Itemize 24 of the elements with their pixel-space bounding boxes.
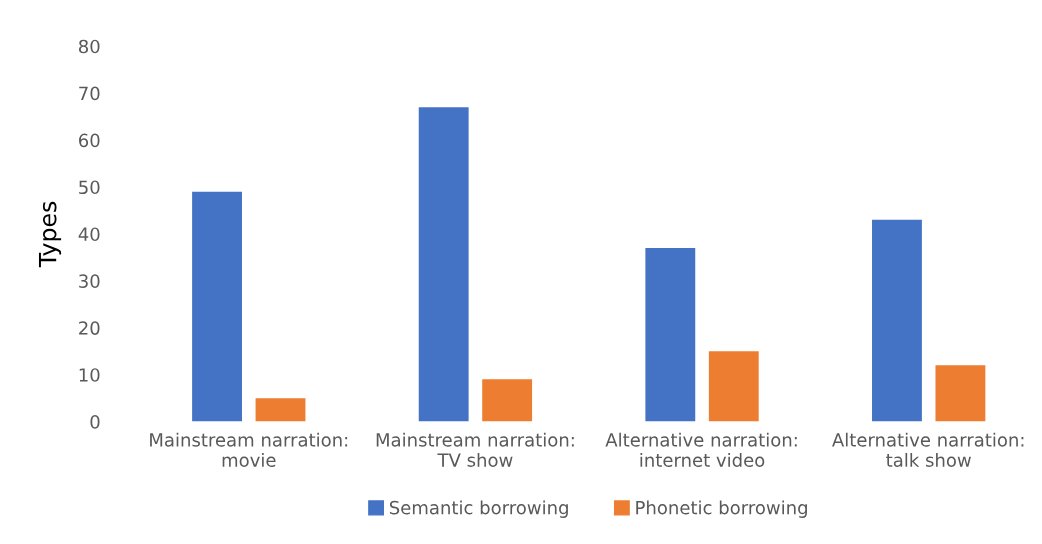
bar (418, 107, 469, 422)
bar (255, 398, 306, 422)
legend-label: Semantic borrowing (389, 500, 568, 518)
y-tick-label: 10 (79, 368, 100, 382)
y-tick-label: 30 (79, 274, 100, 288)
x-tick-label: Mainstream narration: TV show (376, 432, 574, 467)
bar (872, 219, 922, 422)
y-tick-label: 40 (78, 227, 100, 242)
bar (482, 379, 533, 422)
y-tick-label: 60 (79, 133, 100, 148)
y-tick-label: 50 (79, 180, 100, 195)
bar (192, 191, 242, 422)
y-tick-label: 20 (79, 321, 100, 335)
bar (708, 351, 759, 422)
x-tick-label: Mainstream narration: movie (150, 432, 348, 467)
y-tick-label: 0 (90, 415, 100, 429)
bar (645, 248, 696, 422)
x-tick-label: Alternative narration: internet video (605, 432, 797, 467)
x-tick-label: Alternative narration: talk show (832, 432, 1024, 467)
y-axis-title: Types (38, 201, 62, 268)
y-tick-label: 80 (78, 39, 100, 54)
y-tick-label: 70 (79, 86, 100, 101)
legend-label: Phonetic borrowing (636, 500, 807, 518)
bar (935, 365, 986, 422)
